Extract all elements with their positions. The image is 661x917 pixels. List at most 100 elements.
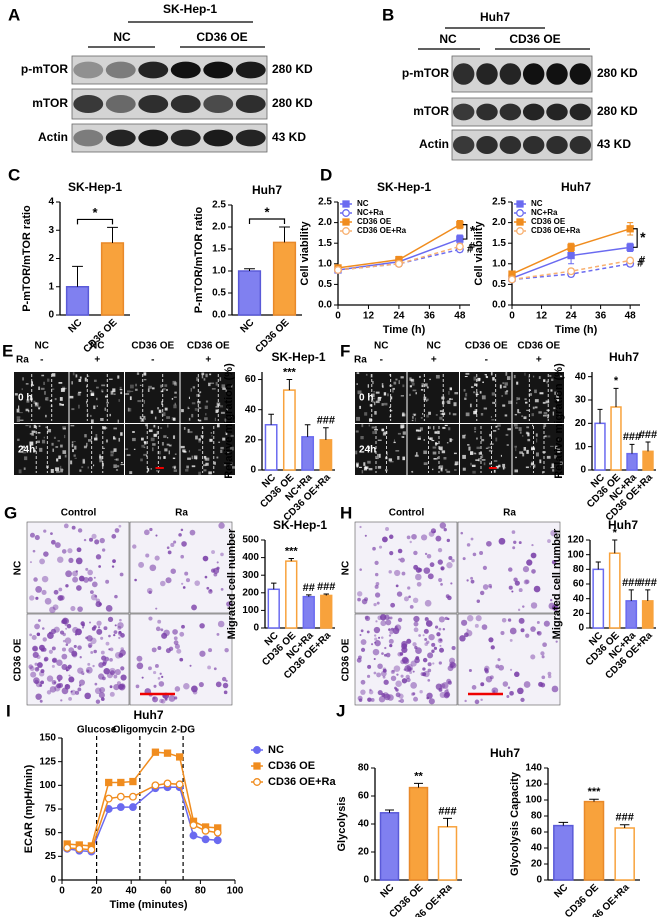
cell-speck <box>25 425 29 427</box>
error-bar <box>612 539 618 554</box>
cell-speck <box>498 464 501 468</box>
stained-cell <box>32 651 39 659</box>
stained-cell <box>513 540 517 544</box>
cell-speck <box>229 446 234 451</box>
x-tick-label: NC <box>378 882 396 900</box>
stained-cell <box>372 546 376 551</box>
cell-speck <box>417 436 421 439</box>
cell-speck <box>410 378 414 382</box>
cell-speck <box>359 405 362 409</box>
stained-cell <box>114 651 122 659</box>
cell-speck <box>356 383 358 385</box>
stained-cell <box>101 655 107 661</box>
blot-band <box>73 61 104 79</box>
stained-cell <box>489 675 494 680</box>
cell-speck <box>493 402 497 405</box>
column-label: Control <box>389 508 425 519</box>
stained-cell <box>117 622 124 629</box>
cell-speck <box>488 449 493 452</box>
marker <box>128 803 137 812</box>
stained-cell <box>191 685 198 693</box>
cell-speck <box>517 409 520 413</box>
cell-speck <box>29 397 33 401</box>
error-bar <box>558 821 569 826</box>
stained-cell <box>99 537 105 544</box>
stained-cell <box>95 554 102 560</box>
stained-cell <box>61 653 68 660</box>
cell-speck <box>118 437 120 442</box>
stained-cell <box>508 567 513 572</box>
cell-speck <box>519 451 524 454</box>
stained-cell <box>430 528 437 534</box>
stained-cell <box>85 636 88 640</box>
cell-speck <box>60 403 64 406</box>
stained-cell <box>509 690 514 696</box>
stained-cell <box>29 532 35 538</box>
cell-speck <box>62 386 66 390</box>
stained-cell <box>61 619 67 624</box>
size-label: 280 KD <box>597 66 638 80</box>
y-tick-label: 80 <box>358 763 370 774</box>
cell-speck <box>439 465 444 469</box>
cell-speck <box>373 391 375 393</box>
cell-speck <box>374 401 376 406</box>
blot-band <box>138 129 169 147</box>
stained-cell <box>471 685 477 690</box>
stained-cell <box>83 538 87 542</box>
legend-label: CD36 OE+Ra <box>268 776 336 788</box>
micrograph <box>457 521 561 614</box>
cell-speck <box>464 375 468 378</box>
cell-speck <box>448 398 453 400</box>
cell-speck <box>515 447 517 452</box>
stained-cell <box>62 639 66 643</box>
y-tick-label: 4 <box>48 197 54 208</box>
stained-cell <box>533 585 541 593</box>
cell-speck <box>51 373 56 377</box>
stained-cell <box>113 630 118 635</box>
cell-speck <box>527 438 531 442</box>
cell-speck <box>483 462 486 466</box>
cell-speck <box>160 427 163 429</box>
cell-speck <box>543 424 547 427</box>
error-bar <box>629 443 635 454</box>
stained-cell <box>120 666 125 671</box>
cell-speck <box>79 376 82 379</box>
cell-speck <box>522 452 525 457</box>
cell-speck <box>108 378 113 380</box>
cell-speck <box>374 411 377 415</box>
panel-letter: F <box>340 341 350 360</box>
cell-speck <box>218 441 221 443</box>
cell-speck <box>119 389 123 391</box>
cell-speck <box>33 400 36 404</box>
bar <box>583 800 605 881</box>
cell-speck <box>558 437 560 442</box>
stained-cell <box>80 621 85 626</box>
cell-speck <box>514 469 518 473</box>
cell-speck <box>389 461 394 463</box>
cell-speck <box>493 469 496 473</box>
cell-speck <box>120 464 125 466</box>
blot-band <box>105 95 136 113</box>
error-bar <box>306 594 312 597</box>
stained-cell <box>158 681 165 687</box>
stained-cell <box>43 529 47 533</box>
cell-speck <box>385 469 388 472</box>
stained-cell <box>101 548 106 552</box>
cell-speck <box>161 412 166 416</box>
stained-cell <box>424 638 428 641</box>
stained-cell <box>75 570 78 573</box>
micrograph <box>69 372 124 423</box>
x-tick-label: NC <box>238 317 256 335</box>
stained-cell <box>35 586 43 593</box>
cell-speck <box>476 437 478 440</box>
cell-speck <box>534 399 539 403</box>
cell-speck <box>443 456 447 460</box>
cell-speck <box>120 391 123 395</box>
cell-speck <box>472 470 476 474</box>
cell-speck <box>39 447 43 452</box>
stained-cell <box>511 530 516 534</box>
cell-speck <box>86 442 88 447</box>
stained-cell <box>486 540 492 547</box>
cell-speck <box>551 463 554 468</box>
stained-cell <box>422 634 425 637</box>
